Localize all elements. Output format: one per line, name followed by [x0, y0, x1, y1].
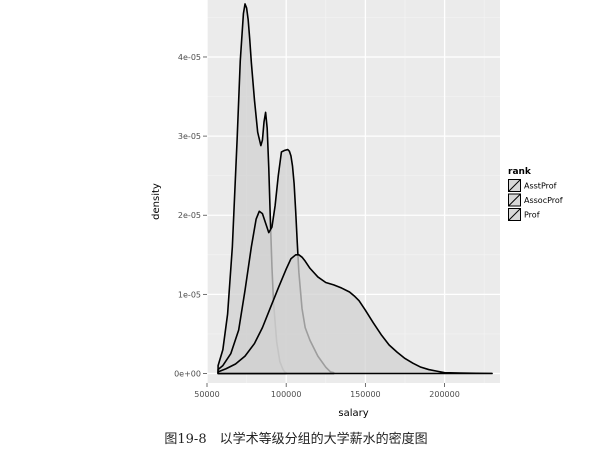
y-tick-label: 4e-05 — [178, 53, 201, 62]
x-axis-title: salary — [338, 408, 368, 419]
x-tick-label: 50000 — [194, 390, 219, 399]
density-curves — [217, 3, 493, 375]
legend-swatch-slash — [508, 179, 521, 192]
x-tick-label: 200000 — [429, 390, 460, 399]
y-tick-label: 2e-05 — [178, 211, 201, 220]
y-axis-title: density — [151, 183, 162, 220]
y-tick-label: 0e+00 — [174, 370, 201, 379]
x-tick-label: 100000 — [271, 390, 302, 399]
legend-label-assocprof: AssocProf — [524, 196, 563, 205]
y-tick-label: 3e-05 — [178, 132, 201, 141]
x-tick-label: 150000 — [350, 390, 381, 399]
y-axis-ticks: 0e+00 1e-05 2e-05 3e-05 4e-05 — [174, 53, 207, 379]
legend-swatch-slash — [508, 208, 521, 221]
x-axis-ticks: 50000 100000 150000 200000 — [194, 383, 460, 399]
legend-swatch-slash — [508, 193, 521, 207]
density-area-prof — [217, 254, 493, 375]
figure-caption: 图19-8 以学术等级分组的大学薪水的密度图 — [164, 432, 428, 447]
legend: rank AsstProf AssocProf Prof — [508, 167, 563, 221]
legend-title: rank — [508, 167, 532, 177]
legend-label-prof: Prof — [524, 211, 540, 220]
y-tick-label: 1e-05 — [178, 290, 201, 299]
legend-label-asstprof: AsstProf — [524, 182, 557, 191]
